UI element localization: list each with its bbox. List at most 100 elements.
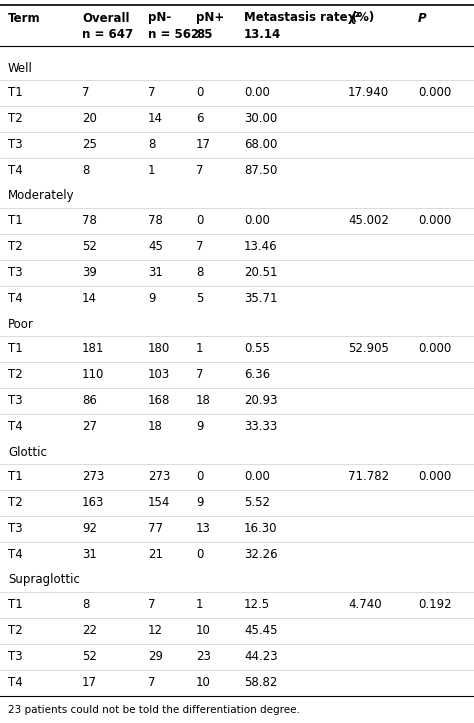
Text: 18: 18 (196, 395, 211, 408)
Text: T1: T1 (8, 215, 23, 228)
Text: T4: T4 (8, 677, 23, 690)
Text: 7: 7 (148, 87, 155, 100)
Text: 168: 168 (148, 395, 170, 408)
Text: 0.000: 0.000 (418, 343, 451, 356)
Text: 1: 1 (196, 599, 203, 612)
Text: T1: T1 (8, 87, 23, 100)
Text: 17.940: 17.940 (348, 87, 389, 100)
Text: χ²: χ² (348, 12, 361, 25)
Text: 7: 7 (148, 677, 155, 690)
Text: T4: T4 (8, 293, 23, 306)
Text: 163: 163 (82, 497, 104, 510)
Text: 17: 17 (82, 677, 97, 690)
Text: T4: T4 (8, 421, 23, 434)
Text: 13.14: 13.14 (244, 27, 281, 40)
Text: 7: 7 (196, 165, 203, 178)
Text: 87.50: 87.50 (244, 165, 277, 178)
Text: T3: T3 (8, 267, 23, 280)
Text: 20.51: 20.51 (244, 267, 277, 280)
Text: Glottic: Glottic (8, 445, 47, 458)
Text: 7: 7 (82, 87, 90, 100)
Text: 154: 154 (148, 497, 170, 510)
Text: T1: T1 (8, 599, 23, 612)
Text: 45.45: 45.45 (244, 625, 277, 638)
Text: 52.905: 52.905 (348, 343, 389, 356)
Text: 25: 25 (82, 139, 97, 152)
Text: 31: 31 (82, 549, 97, 562)
Text: 181: 181 (82, 343, 104, 356)
Text: 18: 18 (148, 421, 163, 434)
Text: 0.55: 0.55 (244, 343, 270, 356)
Text: 85: 85 (196, 27, 212, 40)
Text: T4: T4 (8, 549, 23, 562)
Text: n = 562: n = 562 (148, 27, 199, 40)
Text: pN+: pN+ (196, 12, 224, 25)
Text: 86: 86 (82, 395, 97, 408)
Text: 20.93: 20.93 (244, 395, 277, 408)
Text: 6.36: 6.36 (244, 369, 270, 382)
Text: 7: 7 (196, 369, 203, 382)
Text: 77: 77 (148, 523, 163, 536)
Text: 0.00: 0.00 (244, 215, 270, 228)
Text: 8: 8 (82, 599, 90, 612)
Text: P: P (418, 12, 427, 25)
Text: 5: 5 (196, 293, 203, 306)
Text: 27: 27 (82, 421, 97, 434)
Text: Well: Well (8, 61, 33, 74)
Text: 0.000: 0.000 (418, 87, 451, 100)
Text: 78: 78 (148, 215, 163, 228)
Text: 32.26: 32.26 (244, 549, 278, 562)
Text: 9: 9 (148, 293, 155, 306)
Text: 9: 9 (196, 497, 203, 510)
Text: 6: 6 (196, 113, 203, 126)
Text: 12: 12 (148, 625, 163, 638)
Text: Metastasis rate (%): Metastasis rate (%) (244, 12, 374, 25)
Text: 23 patients could not be told the differentiation degree.: 23 patients could not be told the differ… (8, 705, 300, 715)
Text: 33.33: 33.33 (244, 421, 277, 434)
Text: 14: 14 (148, 113, 163, 126)
Text: 78: 78 (82, 215, 97, 228)
Text: 71.782: 71.782 (348, 471, 389, 484)
Text: 7: 7 (196, 241, 203, 254)
Text: 1: 1 (196, 343, 203, 356)
Text: T3: T3 (8, 651, 23, 664)
Text: Term: Term (8, 12, 41, 25)
Text: 0: 0 (196, 215, 203, 228)
Text: 273: 273 (82, 471, 104, 484)
Text: 10: 10 (196, 677, 211, 690)
Text: T2: T2 (8, 241, 23, 254)
Text: T3: T3 (8, 139, 23, 152)
Text: 13: 13 (196, 523, 211, 536)
Text: 68.00: 68.00 (244, 139, 277, 152)
Text: Poor: Poor (8, 317, 34, 330)
Text: 0.00: 0.00 (244, 87, 270, 100)
Text: Overall: Overall (82, 12, 129, 25)
Text: 12.5: 12.5 (244, 599, 270, 612)
Text: pN-: pN- (148, 12, 171, 25)
Text: 14: 14 (82, 293, 97, 306)
Text: 110: 110 (82, 369, 104, 382)
Text: T3: T3 (8, 523, 23, 536)
Text: 22: 22 (82, 625, 97, 638)
Text: 21: 21 (148, 549, 163, 562)
Text: 5.52: 5.52 (244, 497, 270, 510)
Text: 9: 9 (196, 421, 203, 434)
Text: 180: 180 (148, 343, 170, 356)
Text: 58.82: 58.82 (244, 677, 277, 690)
Text: 8: 8 (148, 139, 155, 152)
Text: 35.71: 35.71 (244, 293, 277, 306)
Text: 0.192: 0.192 (418, 599, 452, 612)
Text: 10: 10 (196, 625, 211, 638)
Text: Supraglottic: Supraglottic (8, 573, 80, 586)
Text: 0: 0 (196, 87, 203, 100)
Text: 0.00: 0.00 (244, 471, 270, 484)
Text: 29: 29 (148, 651, 163, 664)
Text: T2: T2 (8, 369, 23, 382)
Text: T2: T2 (8, 113, 23, 126)
Text: 0: 0 (196, 471, 203, 484)
Text: T1: T1 (8, 343, 23, 356)
Text: 0.000: 0.000 (418, 471, 451, 484)
Text: 52: 52 (82, 241, 97, 254)
Text: T3: T3 (8, 395, 23, 408)
Text: T2: T2 (8, 497, 23, 510)
